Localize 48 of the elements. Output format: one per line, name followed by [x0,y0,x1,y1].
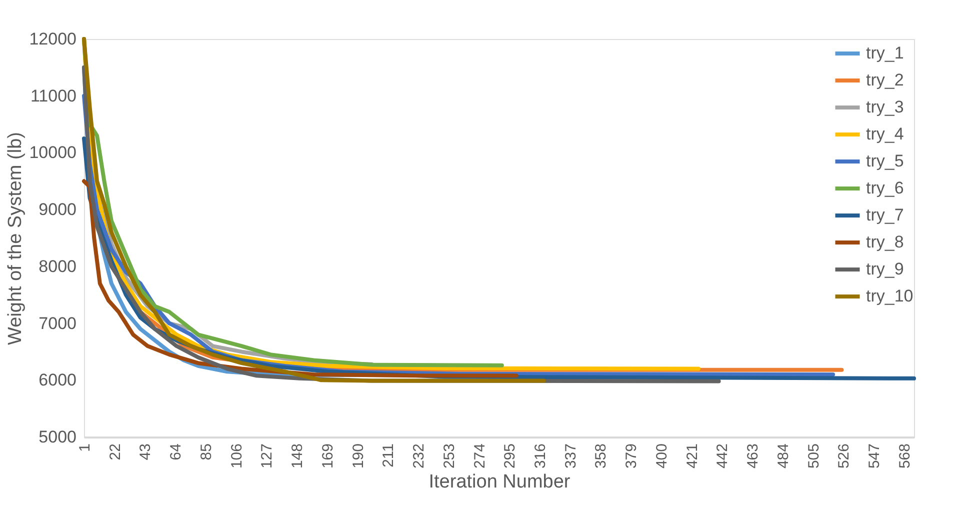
x-tick-label: 253 [440,444,458,469]
x-tick-label: 43 [137,444,154,460]
x-tick-label: 85 [198,444,215,460]
x-tick-label: 463 [744,444,762,469]
x-tick-label: 484 [774,444,792,469]
y-axis-title: Weight of the System (lb) [5,132,26,345]
x-tick-label: 274 [471,444,488,469]
x-tick-label: 295 [502,444,519,469]
y-tick-label: 7000 [38,314,76,333]
x-tick-label: 358 [592,444,610,469]
x-tick-label: 505 [805,444,822,469]
x-tick-label: 22 [106,444,124,460]
x-tick-label: 169 [319,444,336,469]
legend-label: try_5 [866,152,904,170]
x-tick-label: 190 [350,444,367,469]
y-tick-label: 6000 [38,370,76,390]
y-tick-label: 11000 [30,86,76,106]
x-tick-label: 442 [714,444,732,469]
y-tick-label: 9000 [38,200,76,220]
x-tick-label: 547 [866,444,884,469]
x-tick-label: 232 [410,444,428,469]
legend-label: try_7 [866,206,904,224]
legend-label: try_3 [866,98,904,116]
y-tick-label: 10000 [29,143,76,162]
x-tick-label: 316 [532,444,549,469]
y-tick-label: 5000 [38,428,76,446]
x-axis-title: Iteration Number [428,472,571,493]
x-tick-label: 337 [562,444,580,469]
x-tick-label: 127 [258,444,276,469]
x-tick-label: 379 [623,444,640,469]
legend-label: try_4 [866,124,904,144]
legend-label: try_1 [866,44,904,62]
x-tick-label: 64 [168,444,185,460]
legend-label: try_8 [866,232,904,252]
legend-label: try_6 [866,178,904,198]
x-tick-label: 148 [289,444,306,469]
x-tick-label: 568 [896,444,914,469]
y-tick-label: 8000 [38,256,76,276]
x-tick-label: 421 [684,444,701,469]
x-tick-label: 1 [76,444,94,452]
x-tick-label: 211 [380,444,398,468]
x-tick-label: 106 [228,444,246,469]
legend-label: try_9 [866,260,904,278]
y-tick-label: 12000 [29,30,76,48]
legend-label: try_2 [866,70,904,90]
legend-label: try_10 [866,286,914,306]
x-tick-label: 526 [836,444,853,469]
x-tick-label: 400 [653,444,670,469]
